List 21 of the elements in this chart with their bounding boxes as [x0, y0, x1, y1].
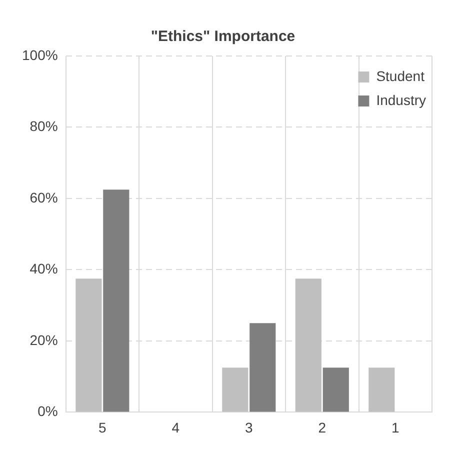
chart-title: "Ethics" Importance	[150, 28, 296, 46]
x-tick-label: 5	[98, 419, 107, 436]
bar	[222, 368, 248, 412]
y-tick-label: 40%	[30, 260, 58, 277]
legend-label: Student	[376, 68, 425, 84]
bar	[103, 190, 130, 412]
bar	[250, 323, 276, 412]
bar	[368, 368, 395, 412]
y-tick-label: 60%	[30, 189, 58, 206]
bar	[76, 278, 102, 412]
bar	[322, 368, 349, 412]
y-tick-label: 0%	[38, 403, 58, 420]
x-tick-label: 3	[245, 419, 254, 436]
bar	[295, 278, 322, 412]
x-tick-label: 1	[391, 419, 400, 436]
y-tick-label: 20%	[30, 332, 58, 348]
x-tick-label: 4	[172, 419, 180, 436]
x-tick-label: 2	[318, 419, 326, 436]
legend-label: Industry	[376, 92, 426, 108]
y-tick-label: 80%	[30, 118, 58, 134]
y-tick-label: 100%	[22, 46, 58, 63]
